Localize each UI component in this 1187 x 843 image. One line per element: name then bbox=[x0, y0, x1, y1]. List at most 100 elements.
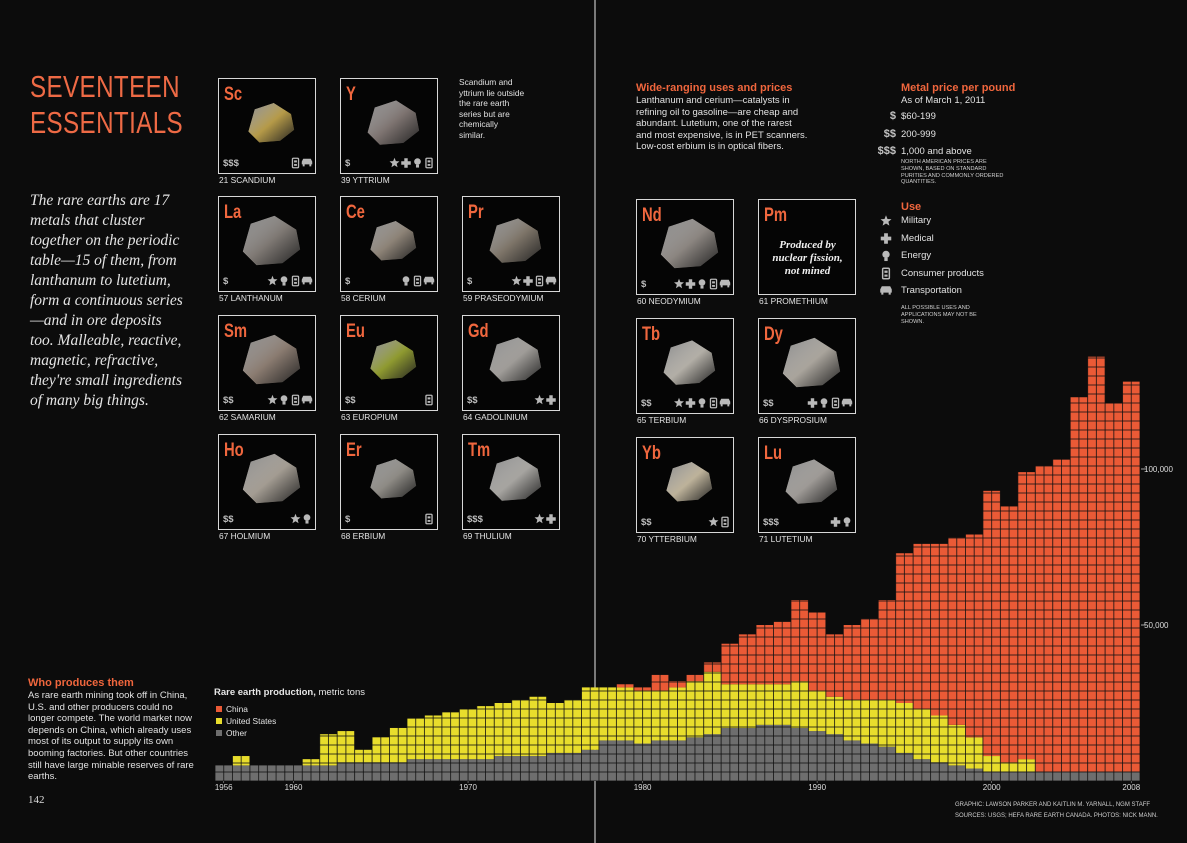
element-symbol: Eu bbox=[346, 320, 365, 341]
price-legend-symbol: $$ bbox=[883, 127, 896, 140]
use-icon bbox=[301, 276, 313, 285]
bar-segment bbox=[372, 762, 390, 781]
device-button bbox=[427, 400, 431, 403]
element-label: 71 LUTETIUM bbox=[759, 534, 813, 544]
bar-segment bbox=[843, 699, 861, 741]
bar-segment bbox=[895, 553, 914, 703]
element-symbol: Sm bbox=[224, 320, 247, 341]
car-icon bbox=[545, 276, 557, 285]
use-icon bbox=[301, 395, 313, 404]
price-symbol: $$ bbox=[223, 395, 234, 406]
use-icon bbox=[830, 517, 841, 527]
bar-segment bbox=[721, 643, 739, 685]
legend-swatch bbox=[216, 706, 222, 712]
element-label: 21 SCANDIUM bbox=[219, 175, 275, 185]
bar-segment bbox=[564, 752, 582, 781]
cross-icon bbox=[807, 398, 818, 408]
use-icon bbox=[291, 394, 300, 406]
car-icon bbox=[719, 398, 731, 407]
price-symbol: $$ bbox=[223, 514, 234, 525]
cross-icon bbox=[830, 517, 841, 527]
use-icon bbox=[280, 276, 288, 286]
price-symbol: $$$ bbox=[763, 517, 780, 528]
use-icon bbox=[831, 397, 840, 409]
mineral-photo bbox=[665, 461, 713, 502]
legend-label: China bbox=[226, 704, 248, 714]
uses-heading: Wide-ranging uses and prices bbox=[636, 82, 793, 94]
bar-segment bbox=[616, 740, 634, 781]
price-symbol: $$ bbox=[641, 398, 652, 409]
title-line: ESSENTIALS bbox=[30, 105, 184, 140]
use-icon bbox=[546, 395, 556, 405]
device-screen bbox=[884, 270, 888, 273]
cross-icon bbox=[880, 233, 892, 244]
mineral-photo bbox=[663, 339, 716, 386]
device-button bbox=[723, 522, 727, 525]
use-icon bbox=[303, 514, 311, 524]
use-legend-label: Military bbox=[901, 215, 932, 226]
x-tick-label: 1980 bbox=[634, 783, 652, 792]
use-icon bbox=[880, 286, 892, 295]
bar-segment bbox=[930, 762, 949, 781]
device-icon bbox=[721, 516, 729, 528]
page-number: 142 bbox=[28, 794, 45, 806]
bar-segment bbox=[616, 687, 634, 741]
device-button bbox=[884, 274, 888, 277]
price-legend-label: 1,000 and above bbox=[901, 146, 972, 157]
bulb-base bbox=[282, 282, 286, 286]
use-icon bbox=[709, 278, 718, 290]
mineral-photo bbox=[369, 339, 417, 380]
star-icon bbox=[511, 275, 522, 286]
bar-segment bbox=[546, 703, 565, 753]
bar-segment bbox=[965, 737, 983, 769]
bar-segment bbox=[738, 684, 757, 728]
bar-segment bbox=[808, 612, 826, 691]
use-legend-label: Energy bbox=[901, 250, 932, 261]
element-symbol: Ho bbox=[224, 439, 244, 460]
car-icon bbox=[841, 398, 853, 407]
bar-segment bbox=[598, 740, 617, 781]
device-screen bbox=[427, 160, 431, 163]
chart-subtitle: metric tons bbox=[318, 687, 365, 698]
bar-segment bbox=[668, 687, 687, 741]
use-icon bbox=[685, 279, 696, 289]
bar-segment bbox=[878, 699, 896, 747]
bar-segment bbox=[529, 696, 547, 757]
use-icon bbox=[841, 398, 853, 407]
credit-line: SOURCES: USGS; HEFA RARE EARTH CANADA. P… bbox=[955, 813, 1158, 819]
use-icon bbox=[423, 276, 435, 285]
use-icon bbox=[719, 279, 731, 288]
device-icon bbox=[831, 397, 840, 409]
bar-segment bbox=[511, 699, 530, 757]
bar-segment bbox=[337, 731, 355, 763]
use-icon bbox=[523, 276, 533, 286]
price-symbol: $$ bbox=[467, 395, 478, 406]
bulb-icon bbox=[820, 398, 828, 405]
bar-segment bbox=[878, 600, 896, 700]
use-icon bbox=[708, 516, 719, 527]
use-icon bbox=[698, 398, 706, 408]
bar-segment bbox=[389, 762, 407, 781]
element-tile bbox=[758, 199, 856, 295]
element-symbol: Yb bbox=[642, 442, 661, 463]
element-label: 63 EUROPIUM bbox=[341, 412, 398, 422]
bar-segment bbox=[354, 749, 373, 763]
use-icon bbox=[721, 516, 729, 528]
bar-segment bbox=[703, 734, 722, 781]
producers-heading: Who produces them bbox=[28, 677, 134, 689]
chart-title-wrap: Rare earth production, metric tons bbox=[214, 687, 365, 698]
bar-segment bbox=[668, 740, 687, 781]
price-symbol: $$$ bbox=[223, 158, 240, 169]
bar-segment bbox=[564, 699, 582, 753]
bulb-icon bbox=[698, 398, 706, 405]
bulb-base bbox=[700, 404, 704, 408]
bar-segment bbox=[406, 718, 425, 760]
use-icon bbox=[546, 514, 556, 524]
element-symbol: Y bbox=[346, 83, 356, 104]
price-symbol: $$ bbox=[641, 517, 652, 528]
bar-segment bbox=[686, 681, 704, 738]
device-screen bbox=[427, 397, 431, 400]
element-label: 69 THULIUM bbox=[463, 531, 512, 541]
bar-segment bbox=[860, 618, 879, 700]
bar-segment bbox=[424, 759, 442, 781]
